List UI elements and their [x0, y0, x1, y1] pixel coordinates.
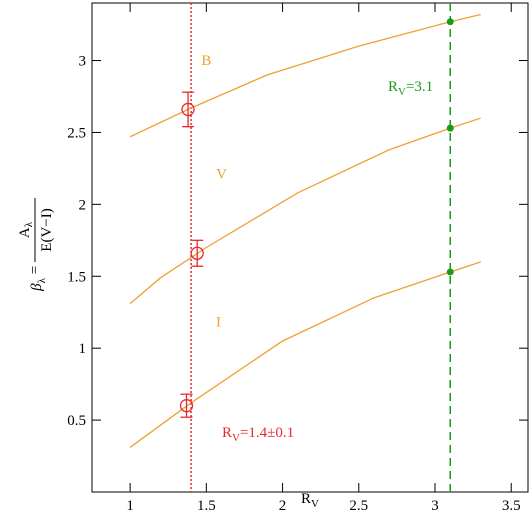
line	[129, 13, 481, 138]
measurement-point	[181, 102, 195, 117]
annotation-main: R	[222, 425, 232, 441]
y-tick-label: 1	[79, 341, 87, 357]
y-tick-label: 1.5	[67, 269, 86, 285]
annotation-sub: V	[232, 432, 240, 444]
series-label: B	[201, 53, 211, 69]
x-axis-label: RV	[301, 491, 319, 510]
annotation-main: R	[388, 79, 398, 95]
annotation-rest: =1.4±0.1	[240, 425, 294, 441]
x-label-sub: V	[311, 498, 319, 510]
measurement-point	[179, 399, 194, 413]
line	[129, 261, 481, 448]
annotation: RV=1.4±0.1	[222, 425, 294, 444]
y-axis-label: βλ = Aλ E(V−I)	[17, 198, 55, 292]
series-label: I	[216, 315, 221, 331]
y-label-den: E(V−I)	[39, 208, 55, 251]
y-label-eq: =	[27, 266, 43, 274]
y-tick-label: 0.5	[67, 413, 86, 429]
y-label-sub: λ	[36, 277, 48, 283]
x-tick-label: 2.5	[349, 498, 368, 511]
annotation-rest: =3.1	[406, 79, 433, 95]
reference-point	[446, 268, 454, 276]
line	[129, 117, 481, 305]
y-tick-label: 2	[79, 197, 87, 213]
y-label-num: Aλ	[17, 221, 35, 238]
measurement-point	[190, 246, 204, 260]
y-label-lhs: βλ	[29, 277, 48, 291]
annotation: RV=3.1	[388, 79, 433, 98]
y-tick-label: 2.5	[67, 125, 86, 141]
y-tick-label: 3	[79, 54, 87, 70]
x-tick-label: 3.5	[502, 498, 521, 511]
reference-point	[446, 124, 454, 132]
x-label-main: R	[301, 491, 311, 507]
y-label-num-main: A	[17, 227, 33, 238]
y-label-num-sub: λ	[23, 221, 35, 227]
y-label-main: β	[29, 283, 45, 292]
plot-frame	[91, 2, 529, 493]
annotation-sub: V	[398, 86, 406, 98]
x-tick-label: 2	[279, 498, 287, 511]
x-tick-label: 1	[126, 498, 134, 511]
series-label: V	[216, 166, 227, 182]
x-tick-label: 3	[431, 498, 439, 511]
x-tick-label: 1.5	[197, 498, 216, 511]
reference-point	[446, 18, 454, 26]
